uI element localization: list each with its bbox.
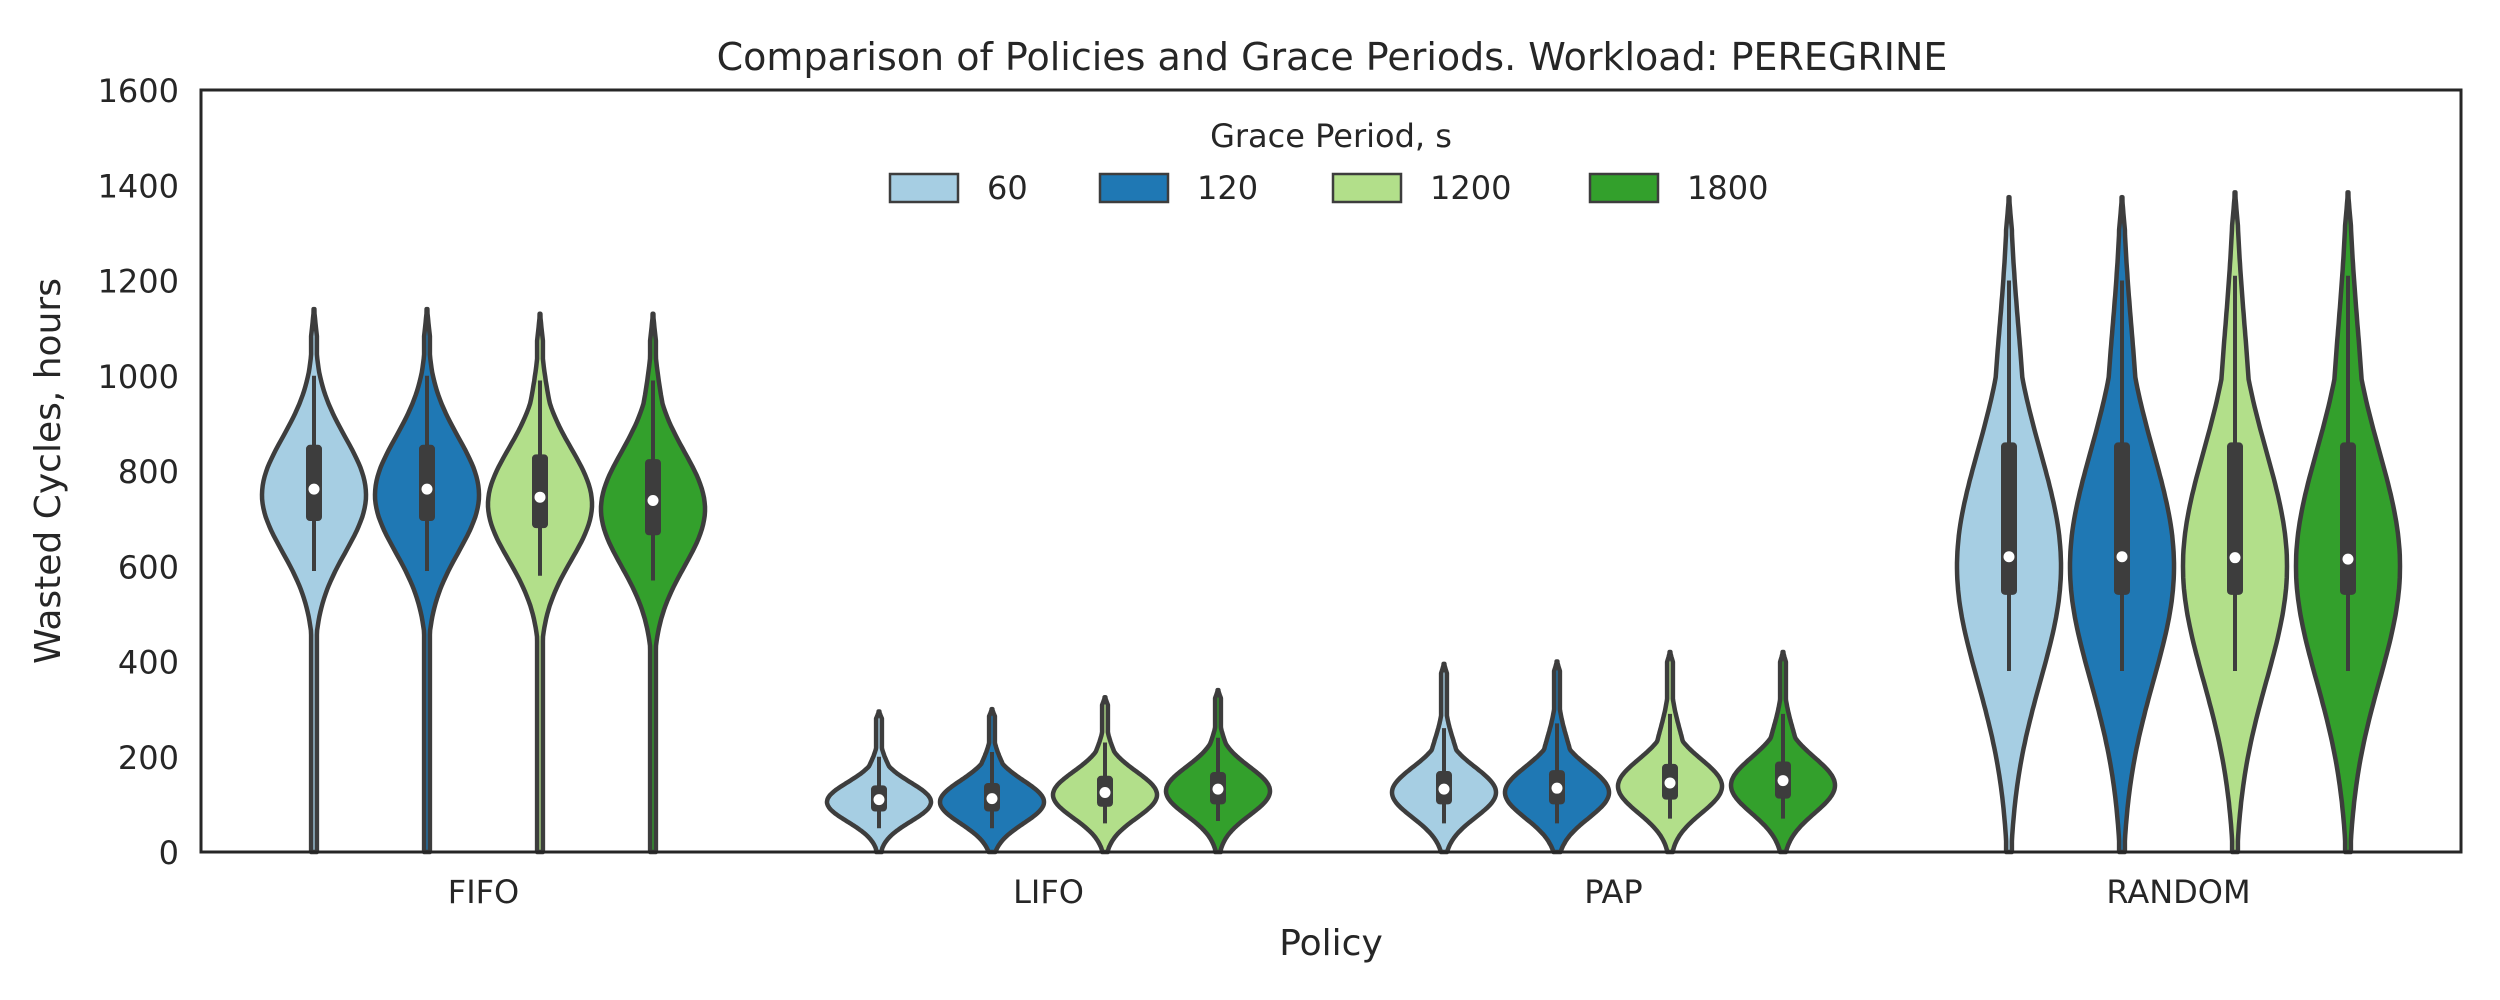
violin-median-point: [1438, 783, 1450, 795]
violin-median-point: [1551, 782, 1563, 794]
x-tick-label: RANDOM: [2106, 873, 2250, 911]
violin-iqr-box: [532, 454, 548, 529]
violin-median-point: [2116, 551, 2128, 563]
y-tick-label: 800: [118, 453, 179, 491]
legend-title: Grace Period, s: [1210, 117, 1452, 155]
y-tick-label: 400: [118, 644, 179, 682]
x-tick-label: LIFO: [1013, 873, 1084, 911]
legend: Grace Period, s 60 120 1200 1800: [888, 117, 1768, 207]
legend-swatch: [1098, 172, 1170, 204]
legend-entry-label: 60: [987, 169, 1028, 207]
violin-median-point: [647, 495, 659, 507]
y-axis: 0 200 400 600 800 1000 1200 1400 1600: [98, 72, 179, 872]
violin-median-point: [873, 794, 885, 806]
violin-iqr-box: [2227, 442, 2243, 595]
x-tick-label: PAP: [1584, 873, 1642, 911]
plot-area: [259, 190, 2403, 855]
y-tick-label: 600: [118, 548, 179, 586]
violin-median-point: [1777, 775, 1789, 787]
legend-entry-label: 1800: [1687, 169, 1768, 207]
violin-iqr-box: [2114, 442, 2130, 595]
x-axis: FIFO LIFO PAP RANDOM: [448, 873, 2251, 911]
violin-median-point: [534, 491, 546, 503]
violin-iqr-box: [2001, 442, 2017, 595]
violin-iqr-box: [419, 444, 435, 522]
legend-swatch: [1588, 172, 1660, 204]
chart-title: Comparison of Policies and Grace Periods…: [717, 35, 1948, 79]
plot-frame: [199, 88, 2463, 854]
legend-entry-label: 1200: [1430, 169, 1511, 207]
x-axis-label: Policy: [1279, 923, 1383, 964]
y-tick-label: 0: [159, 834, 179, 872]
violin-median-point: [308, 483, 320, 495]
y-tick-label: 200: [118, 739, 179, 777]
y-axis-label: Wasted Cycles, hours: [28, 278, 69, 664]
violin-median-point: [1664, 777, 1676, 789]
violin-median-point: [2229, 552, 2241, 564]
violin-median-point: [986, 793, 998, 805]
y-tick-label: 1000: [98, 358, 179, 396]
violin-median-point: [2342, 553, 2354, 565]
violin-iqr-box: [306, 444, 322, 522]
legend-entry-label: 120: [1197, 169, 1258, 207]
violin-median-point: [2003, 551, 2015, 563]
y-tick-label: 1200: [98, 263, 179, 301]
violin-median-point: [1099, 786, 1111, 798]
y-tick-label: 1400: [98, 167, 179, 205]
violin-iqr-box: [2340, 442, 2356, 595]
violin-median-point: [1212, 783, 1224, 795]
violin-median-point: [421, 483, 433, 495]
legend-swatch: [1331, 172, 1403, 204]
legend-swatch: [888, 172, 960, 204]
x-tick-label: FIFO: [448, 873, 519, 911]
y-tick-label: 1600: [98, 72, 179, 110]
